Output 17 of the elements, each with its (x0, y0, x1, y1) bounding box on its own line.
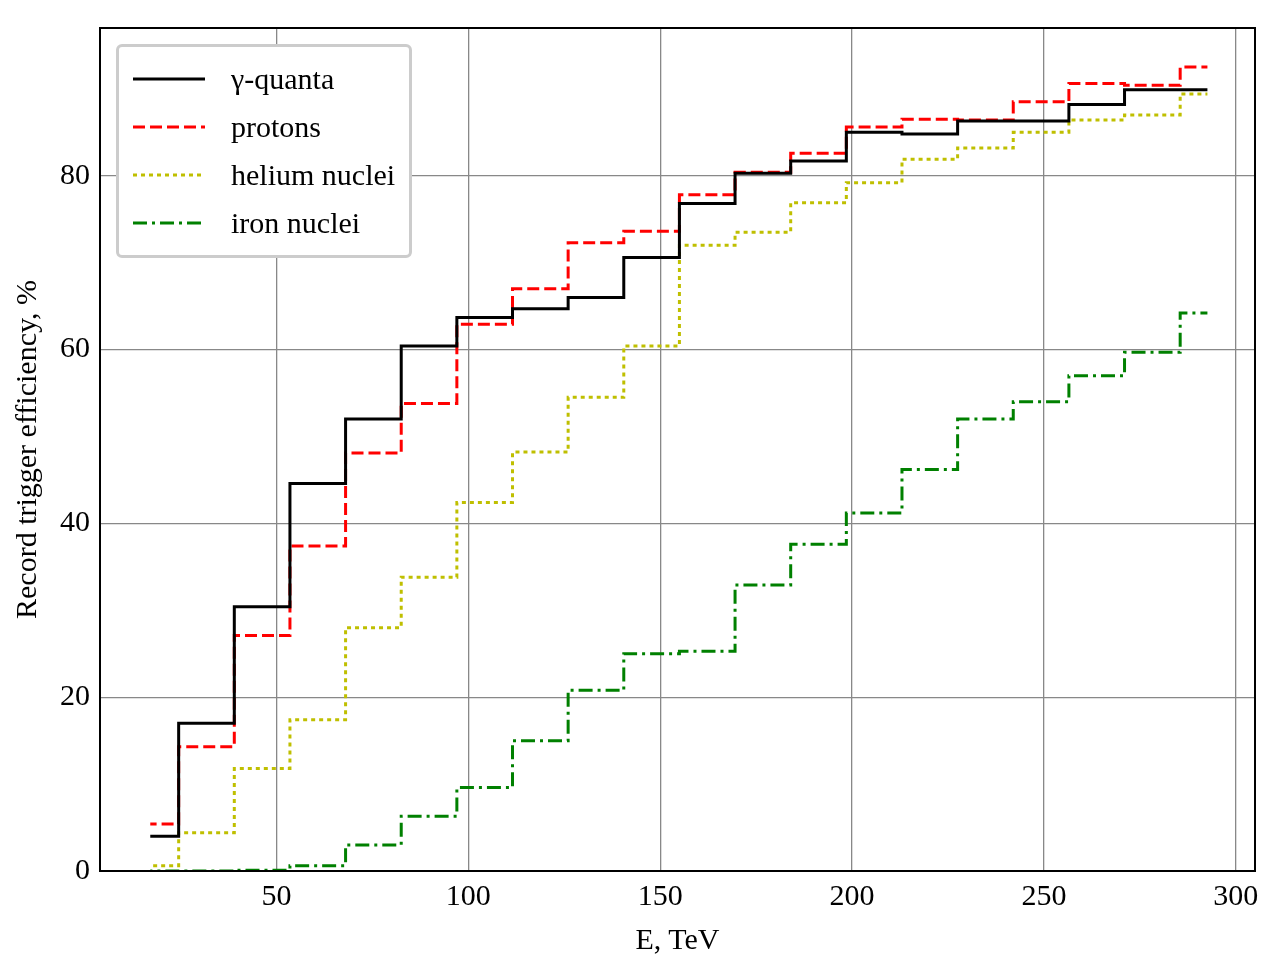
y-tick-label: 80 (60, 156, 90, 190)
x-axis-title: E, TeV (635, 921, 720, 955)
y-tick-label: 40 (60, 504, 90, 538)
x-tick-label: 200 (829, 877, 875, 911)
legend-label: iron nuclei (231, 206, 361, 240)
legend-label: helium nuclei (231, 158, 396, 192)
y-axis-title: Record trigger efficiency, % (8, 279, 42, 620)
y-tick-label: 20 (60, 678, 90, 712)
x-tick-label: 250 (1021, 877, 1067, 911)
x-tick-label: 300 (1213, 877, 1259, 911)
x-tick-label: 50 (261, 877, 292, 911)
x-tick-label: 150 (637, 877, 683, 911)
legend-label: γ-quanta (231, 62, 335, 96)
y-tick-label: 0 (75, 851, 90, 885)
y-tick-label: 60 (60, 330, 90, 364)
x-tick-label: 100 (445, 877, 491, 911)
legend-label: protons (231, 110, 321, 144)
